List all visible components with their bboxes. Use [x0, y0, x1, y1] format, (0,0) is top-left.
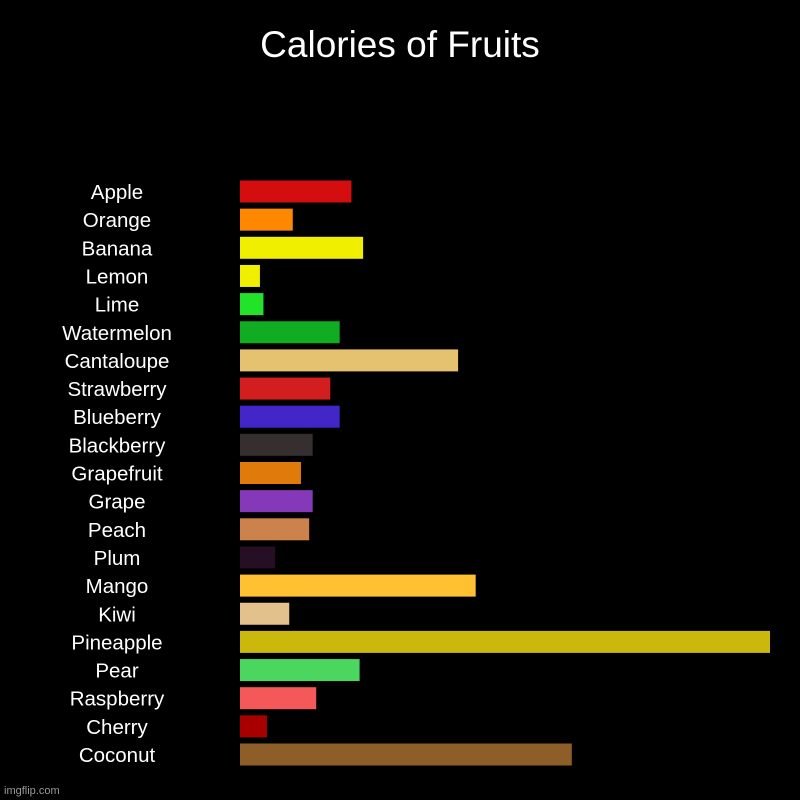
category-label-mango: Mango	[86, 575, 149, 598]
bar-strawberry	[240, 377, 331, 400]
bar-grape	[240, 490, 313, 513]
category-label-blackberry: Blackberry	[69, 434, 167, 457]
category-label-lime: Lime	[95, 294, 139, 317]
bar-banana	[240, 236, 364, 259]
bar-cherry	[240, 715, 267, 738]
bar-coconut	[240, 743, 572, 766]
category-label-raspberry: Raspberry	[70, 688, 165, 711]
category-label-cantaloupe: Cantaloupe	[65, 350, 170, 373]
category-label-grapefruit: Grapefruit	[71, 463, 162, 486]
bars	[240, 180, 770, 766]
category-labels: Apple Orange Banana Lemon Lime Watermelon Cant…	[62, 181, 172, 767]
category-label-lemon: Lemon	[86, 265, 149, 288]
category-label-coconut: Coconut	[79, 744, 156, 767]
bar-blueberry	[240, 405, 340, 428]
bar-orange	[240, 208, 293, 231]
category-label-watermelon: Watermelon	[62, 322, 172, 345]
category-label-strawberry: Strawberry	[67, 378, 167, 401]
category-label-grape: Grape	[89, 491, 146, 514]
bar-kiwi	[240, 602, 290, 625]
bar-cantaloupe	[240, 349, 459, 372]
category-label-kiwi: Kiwi	[98, 603, 136, 626]
chart-title: Calories of Fruits	[260, 24, 540, 65]
bar-grapefruit	[240, 462, 301, 484]
category-label-pineapple: Pineapple	[71, 631, 162, 654]
category-label-orange: Orange	[83, 209, 151, 232]
bar-watermelon	[240, 321, 340, 344]
bar-mango	[240, 574, 476, 597]
bar-raspberry	[240, 687, 317, 710]
category-label-cherry: Cherry	[86, 716, 148, 739]
category-label-peach: Peach	[88, 519, 146, 542]
bar-blackberry	[240, 433, 313, 456]
bar-apple	[240, 180, 352, 203]
bar-peach	[240, 518, 310, 541]
bar-plum	[240, 546, 276, 569]
category-label-blueberry: Blueberry	[73, 406, 161, 429]
category-label-plum: Plum	[94, 547, 141, 570]
category-label-banana: Banana	[82, 237, 153, 260]
watermark: imgflip.com	[4, 785, 60, 797]
category-label-pear: Pear	[95, 660, 138, 683]
bar-lemon	[240, 264, 260, 287]
bar-lime	[240, 293, 264, 316]
bar-pineapple	[240, 630, 770, 653]
category-label-apple: Apple	[91, 181, 143, 204]
bar-pear	[240, 659, 360, 682]
